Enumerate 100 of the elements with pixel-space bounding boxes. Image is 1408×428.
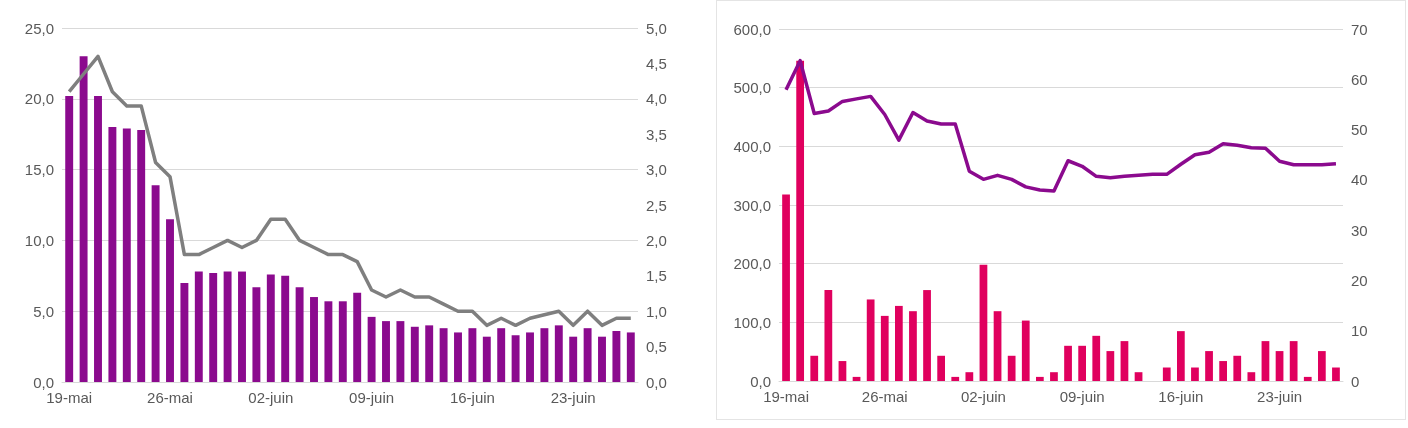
bar <box>468 328 477 382</box>
x-tick-label: 16-juin <box>1158 388 1204 405</box>
y2-tick-label: 50 <box>1351 121 1368 139</box>
y-tick-label: 0,0 <box>750 372 771 390</box>
x-tick-label: 09-juin <box>1059 388 1105 405</box>
y-tick-label: 500,0 <box>733 79 771 97</box>
bar <box>1191 367 1199 381</box>
bar <box>1219 361 1228 381</box>
bar <box>993 311 1002 381</box>
bar <box>540 328 549 382</box>
x-tick-label: 19-mai <box>763 388 809 405</box>
bar <box>1007 355 1016 381</box>
x-tick-label: 23-juin <box>550 389 596 406</box>
bar <box>909 311 917 381</box>
bar <box>1275 351 1284 381</box>
bar <box>554 325 563 382</box>
bar <box>122 128 131 382</box>
y2-tick-label: 3,0 <box>646 161 667 179</box>
line-series <box>784 58 1338 193</box>
bar <box>866 299 875 381</box>
y-tick-label: 25,0 <box>24 19 54 37</box>
bar <box>511 335 520 382</box>
bar <box>223 271 232 382</box>
bar <box>439 328 448 382</box>
y2-tick-label: 0,0 <box>646 373 667 391</box>
bar <box>1303 376 1312 381</box>
x-tick-label: 16-juin <box>449 389 495 406</box>
bar <box>979 264 988 381</box>
bar <box>1035 376 1044 381</box>
y2-tick-label: 2,5 <box>646 196 667 214</box>
bar <box>1106 351 1115 381</box>
y-tick-label: 5,0 <box>33 302 54 320</box>
bar <box>94 95 102 382</box>
bar <box>880 315 889 381</box>
bar <box>796 60 805 381</box>
x-tick-label: 19-mai <box>46 389 93 406</box>
bar <box>166 219 174 382</box>
y2-tick-label: 10 <box>1351 322 1368 340</box>
y2-tick-label: 1,0 <box>646 302 667 320</box>
y2-tick-label: 5,0 <box>646 19 667 37</box>
bar <box>1120 341 1129 381</box>
bar <box>497 328 506 382</box>
bar <box>266 274 275 382</box>
bar <box>367 316 376 382</box>
bar <box>598 336 606 382</box>
y-tick-label: 20,0 <box>24 90 54 108</box>
bar <box>526 332 534 382</box>
bar <box>626 332 635 382</box>
bar <box>252 287 261 382</box>
x-tick-label: 23-juin <box>1257 388 1303 405</box>
bar <box>238 271 246 382</box>
bar <box>151 185 160 382</box>
x-tick-label: 09-juin <box>349 389 395 406</box>
bar <box>310 297 318 382</box>
y-tick-label: 10,0 <box>24 231 54 249</box>
bar <box>324 301 333 382</box>
bar <box>454 332 462 382</box>
y2-tick-label: 4,5 <box>646 54 667 72</box>
bar <box>1233 355 1242 381</box>
y2-tick-label: 70 <box>1351 20 1368 38</box>
bar <box>1050 372 1058 381</box>
y-tick-label: 200,0 <box>733 255 771 273</box>
bar <box>396 321 405 382</box>
bar <box>838 361 847 381</box>
bar <box>612 331 621 382</box>
y2-tick-label: 3,5 <box>646 125 667 143</box>
y-tick-label: 300,0 <box>733 196 771 214</box>
line-series <box>67 54 633 328</box>
bar <box>1205 351 1213 381</box>
bar <box>65 95 74 382</box>
bar <box>137 129 146 382</box>
bar <box>1134 372 1143 381</box>
bar <box>782 194 790 381</box>
bar <box>1021 320 1030 381</box>
bar <box>180 282 189 382</box>
bar <box>108 127 117 382</box>
bar <box>894 305 903 381</box>
bar <box>382 321 390 382</box>
bar <box>353 292 362 382</box>
bar <box>569 336 578 382</box>
bar <box>425 325 434 382</box>
x-tick-label: 02-juin <box>248 389 294 406</box>
bar <box>338 301 347 382</box>
y2-tick-label: 60 <box>1351 70 1368 88</box>
bar <box>410 326 419 382</box>
bar <box>824 290 833 381</box>
bar <box>1289 341 1298 381</box>
y2-tick-label: 0 <box>1351 372 1360 390</box>
y2-tick-label: 40 <box>1351 171 1368 189</box>
y-tick-label: 0,0 <box>33 373 54 391</box>
y2-tick-label: 30 <box>1351 221 1368 239</box>
y-tick-label: 100,0 <box>733 313 771 331</box>
x-tick-label: 02-juin <box>960 388 1006 405</box>
bar <box>951 376 960 381</box>
bar <box>194 271 203 382</box>
bar <box>1247 372 1256 381</box>
bar <box>79 56 88 382</box>
bar <box>810 355 819 381</box>
y-tick-label: 15,0 <box>24 161 54 179</box>
bar <box>209 272 218 382</box>
